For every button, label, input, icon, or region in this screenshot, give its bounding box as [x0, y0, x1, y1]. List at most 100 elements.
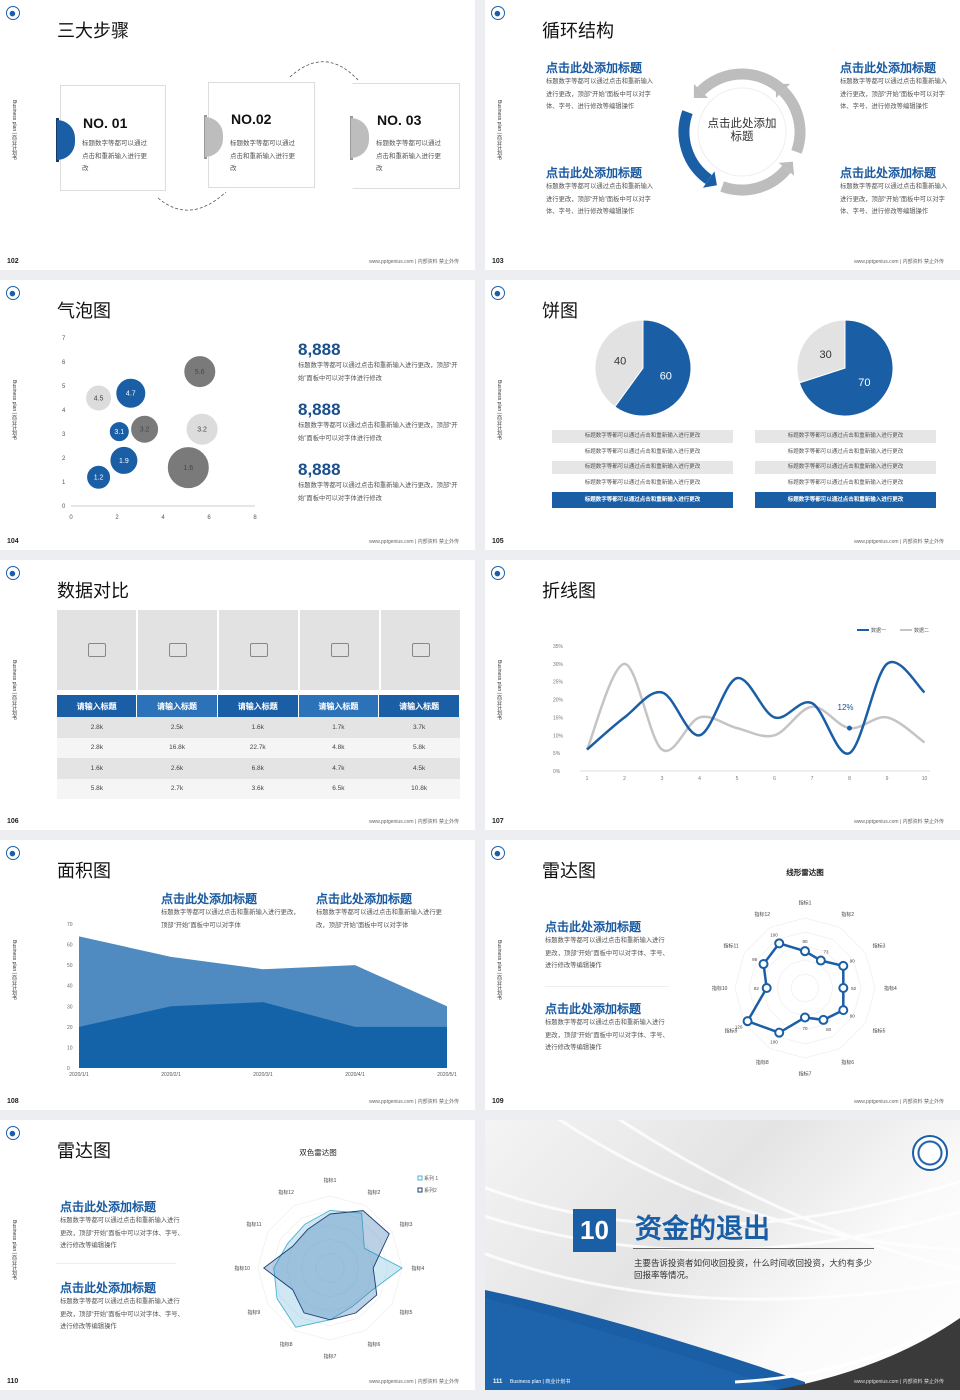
radar-grid-ring [300, 1238, 360, 1298]
y-tick-label: 30 [67, 1004, 73, 1010]
x-tick-label: 7 [811, 776, 814, 782]
image-placeholder[interactable] [300, 610, 379, 690]
text-block: 点击此处添加标题 标题数字等都可以通过点击和重新输入进行更改，顶部“开始”面板中可… [60, 1198, 184, 1253]
block-heading: 点击此处添加标题 [60, 1200, 157, 1214]
radar-grid-ring [776, 959, 834, 1017]
line-chart: 0% 5% 10% 15% 20% 25% 30% 35% 1 2 3 4 5 6 7 8 9 10 数据一 数据二 1… [553, 627, 930, 782]
cycle-arrow [778, 87, 806, 154]
bubble [183, 355, 217, 389]
radar-axis-label: 指标4 [884, 985, 897, 992]
pie-label: 30 [819, 349, 831, 361]
radar-value-label: 90 [850, 1013, 856, 1018]
table-cell: 2.7k [170, 785, 184, 793]
pie-desc-row: 标题数字等都可以通过点击和重新输入进行更改 [755, 430, 936, 443]
radar-axis-label: 指标5 [873, 1028, 886, 1035]
page-title: 雷达图 [542, 861, 596, 881]
image-placeholder[interactable] [381, 610, 460, 690]
slide-103[interactable]: Business plan | 商业计划书 循环结构 点击此处添加标题 点击此处… [485, 0, 960, 270]
bubble [130, 414, 160, 444]
block-desc: 标题数字等都可以通过点击和重新输入进行更改，顶部“开始”面板中可以对字体、字号、… [545, 937, 669, 969]
page-title: 折线图 [542, 581, 596, 601]
block-desc: 标题数字等都可以通过点击和重新输入进行更改，顶部“开始”面板中可以对字体 [316, 909, 442, 929]
stat-value: 8,888 [298, 460, 341, 479]
school-logo [912, 1135, 948, 1171]
arrowhead-icon [702, 171, 717, 188]
radar-value-label: 100 [770, 1040, 778, 1045]
side-label: Business plan | 商业计划书 [11, 660, 17, 721]
page-title: 三大步骤 [57, 21, 129, 41]
x-tick-label: 2 [115, 515, 119, 521]
chart-title: 线形雷达图 [786, 867, 824, 877]
bubble-chart: 0 2 4 6 8 0 1 2 3 4 5 6 7 1.2 1.9 3.1 3.2 4.5 4.7 5.6 3.2 1.6 [62, 336, 257, 521]
table-cell: 1.6k [251, 723, 264, 731]
footer-text: www.pptgenius.com | 内部资料 禁止外传 [369, 1379, 459, 1385]
image-placeholder[interactable] [57, 610, 136, 690]
cycle-center-label: 点击此处添加标题 [707, 118, 777, 143]
radar-point [758, 959, 769, 970]
radar-value-label: 80 [802, 939, 808, 944]
x-tick-label: 3 [661, 776, 664, 782]
stat-value: 8,888 [298, 400, 341, 419]
pie-desc-row: 标题数字等都可以通过点击和重新输入进行更改 [552, 430, 733, 443]
block-heading: 点击此处添加标题 [161, 892, 258, 906]
pie-desc-row: 标题数字等都可以通过点击和重新输入进行更改 [552, 492, 733, 508]
y-tick-label: 5% [553, 751, 561, 757]
text-block: 点击此处添加标题 标题数字等都可以通过点击和重新输入进行更改，顶部“开始”面板中可… [545, 1000, 669, 1055]
y-tick-label: 7 [62, 336, 66, 342]
text-block: 点击此处添加标题 标题数字等都可以通过点击和重新输入进行更改，顶部“开始”面板中可… [316, 890, 448, 932]
logo-icon [6, 286, 20, 300]
table-cell: 2.6k [170, 764, 184, 772]
radar-value-label: 100 [770, 932, 778, 937]
slide-104[interactable]: Business plan | 商业计划书 气泡图 0 2 4 6 8 0 1 2 3 4 5 6 7 1… [0, 280, 475, 550]
x-tick-label: 8 [848, 776, 851, 782]
x-tick-label: 4 [698, 776, 701, 782]
x-tick-label: 2020/4/1 [345, 1072, 365, 1078]
radar-axis-label: 指标11 [246, 1221, 261, 1228]
divider [56, 1263, 176, 1264]
center-ring [697, 87, 787, 177]
radar-point [815, 955, 826, 966]
arrowhead-icon [693, 83, 709, 99]
image-icon [249, 643, 268, 657]
footer-text: www.pptgenius.com | 内部资料 禁止外传 [369, 1099, 459, 1105]
footer-left-label: Business plan | 商业计划书 [510, 1379, 571, 1385]
image-icon [168, 643, 187, 657]
slide-105[interactable]: Business plan | 商业计划书 饼图 60 40 70 30 标题数字等都… [485, 280, 960, 550]
table-cell: 2.8k [90, 723, 103, 731]
block-desc: 标题数字等都可以通过点击和重新输入进行更改，顶部“开始”面板中可以对字体 [161, 909, 300, 929]
radar-point [742, 1016, 753, 1027]
radar-grid-ring [734, 917, 876, 1059]
radar-point [774, 938, 785, 949]
logo-icon [6, 846, 20, 860]
y-tick-label: 4 [62, 408, 66, 414]
image-placeholder[interactable] [138, 610, 217, 690]
step-marker-half-circle [57, 120, 75, 160]
table-cell: 16.8k [169, 744, 185, 752]
column-header: 请输入标题 [57, 695, 138, 717]
legend-label: 数据二 [914, 627, 929, 634]
slide-109[interactable]: Business plan | 商业计划书 雷达图 点击此处添加标题 标题数字等都… [485, 840, 960, 1110]
area-series [79, 1002, 447, 1068]
radar-point [800, 1012, 810, 1023]
slide-102[interactable]: Business plan | 商业计划书 三大步骤 NO. 01 NO.02 … [0, 0, 475, 270]
radar-axis-label: 指标6 [841, 1059, 854, 1066]
x-tick-label: 9 [886, 776, 889, 782]
radar-series-area [263, 1210, 390, 1321]
slide-107[interactable]: Business plan | 商业计划书 折线图 0% 5% 10% 15% 20% 2… [485, 560, 960, 830]
text-block: 点击此处添加标题 标题数字等都可以通过点击和重新输入进行更改，顶部“开始”面板中可… [546, 164, 654, 219]
block-heading: 点击此处添加标题 [546, 166, 643, 180]
page-number: 104 [7, 538, 19, 545]
page-number: 108 [7, 1098, 19, 1105]
slide-108[interactable]: Business plan | 商业计划书 面积图 0 10 20 30 40 50 60 7… [0, 840, 475, 1110]
slide-106[interactable]: Business plan | 商业计划书 数据对比 请输入标题 请输入标题 请输入… [0, 560, 475, 830]
slide-110[interactable]: Business plan | 商业计划书 雷达图 点击此处添加标题 标题数字等都… [0, 1120, 475, 1390]
table-cell: 3.6k [251, 785, 264, 793]
bubble-label: 3.2 [197, 427, 207, 434]
chart-title: 双色雷达图 [299, 1147, 337, 1157]
page-number: 111 [493, 1379, 503, 1385]
slide-111[interactable]: 10 资金的退出 主要告诉投资者如何收回投资，什么时间收回投资，大约有多少回报率… [485, 1120, 960, 1390]
side-label: Business plan | 商业计划书 [496, 940, 502, 1001]
y-tick-label: 25% [553, 680, 564, 686]
image-placeholder[interactable] [219, 610, 298, 690]
stat-desc: 标题数字等都可以通过点击和重新输入进行更改，顶部“开始”面板中可以对字体进行修改 [298, 362, 458, 382]
